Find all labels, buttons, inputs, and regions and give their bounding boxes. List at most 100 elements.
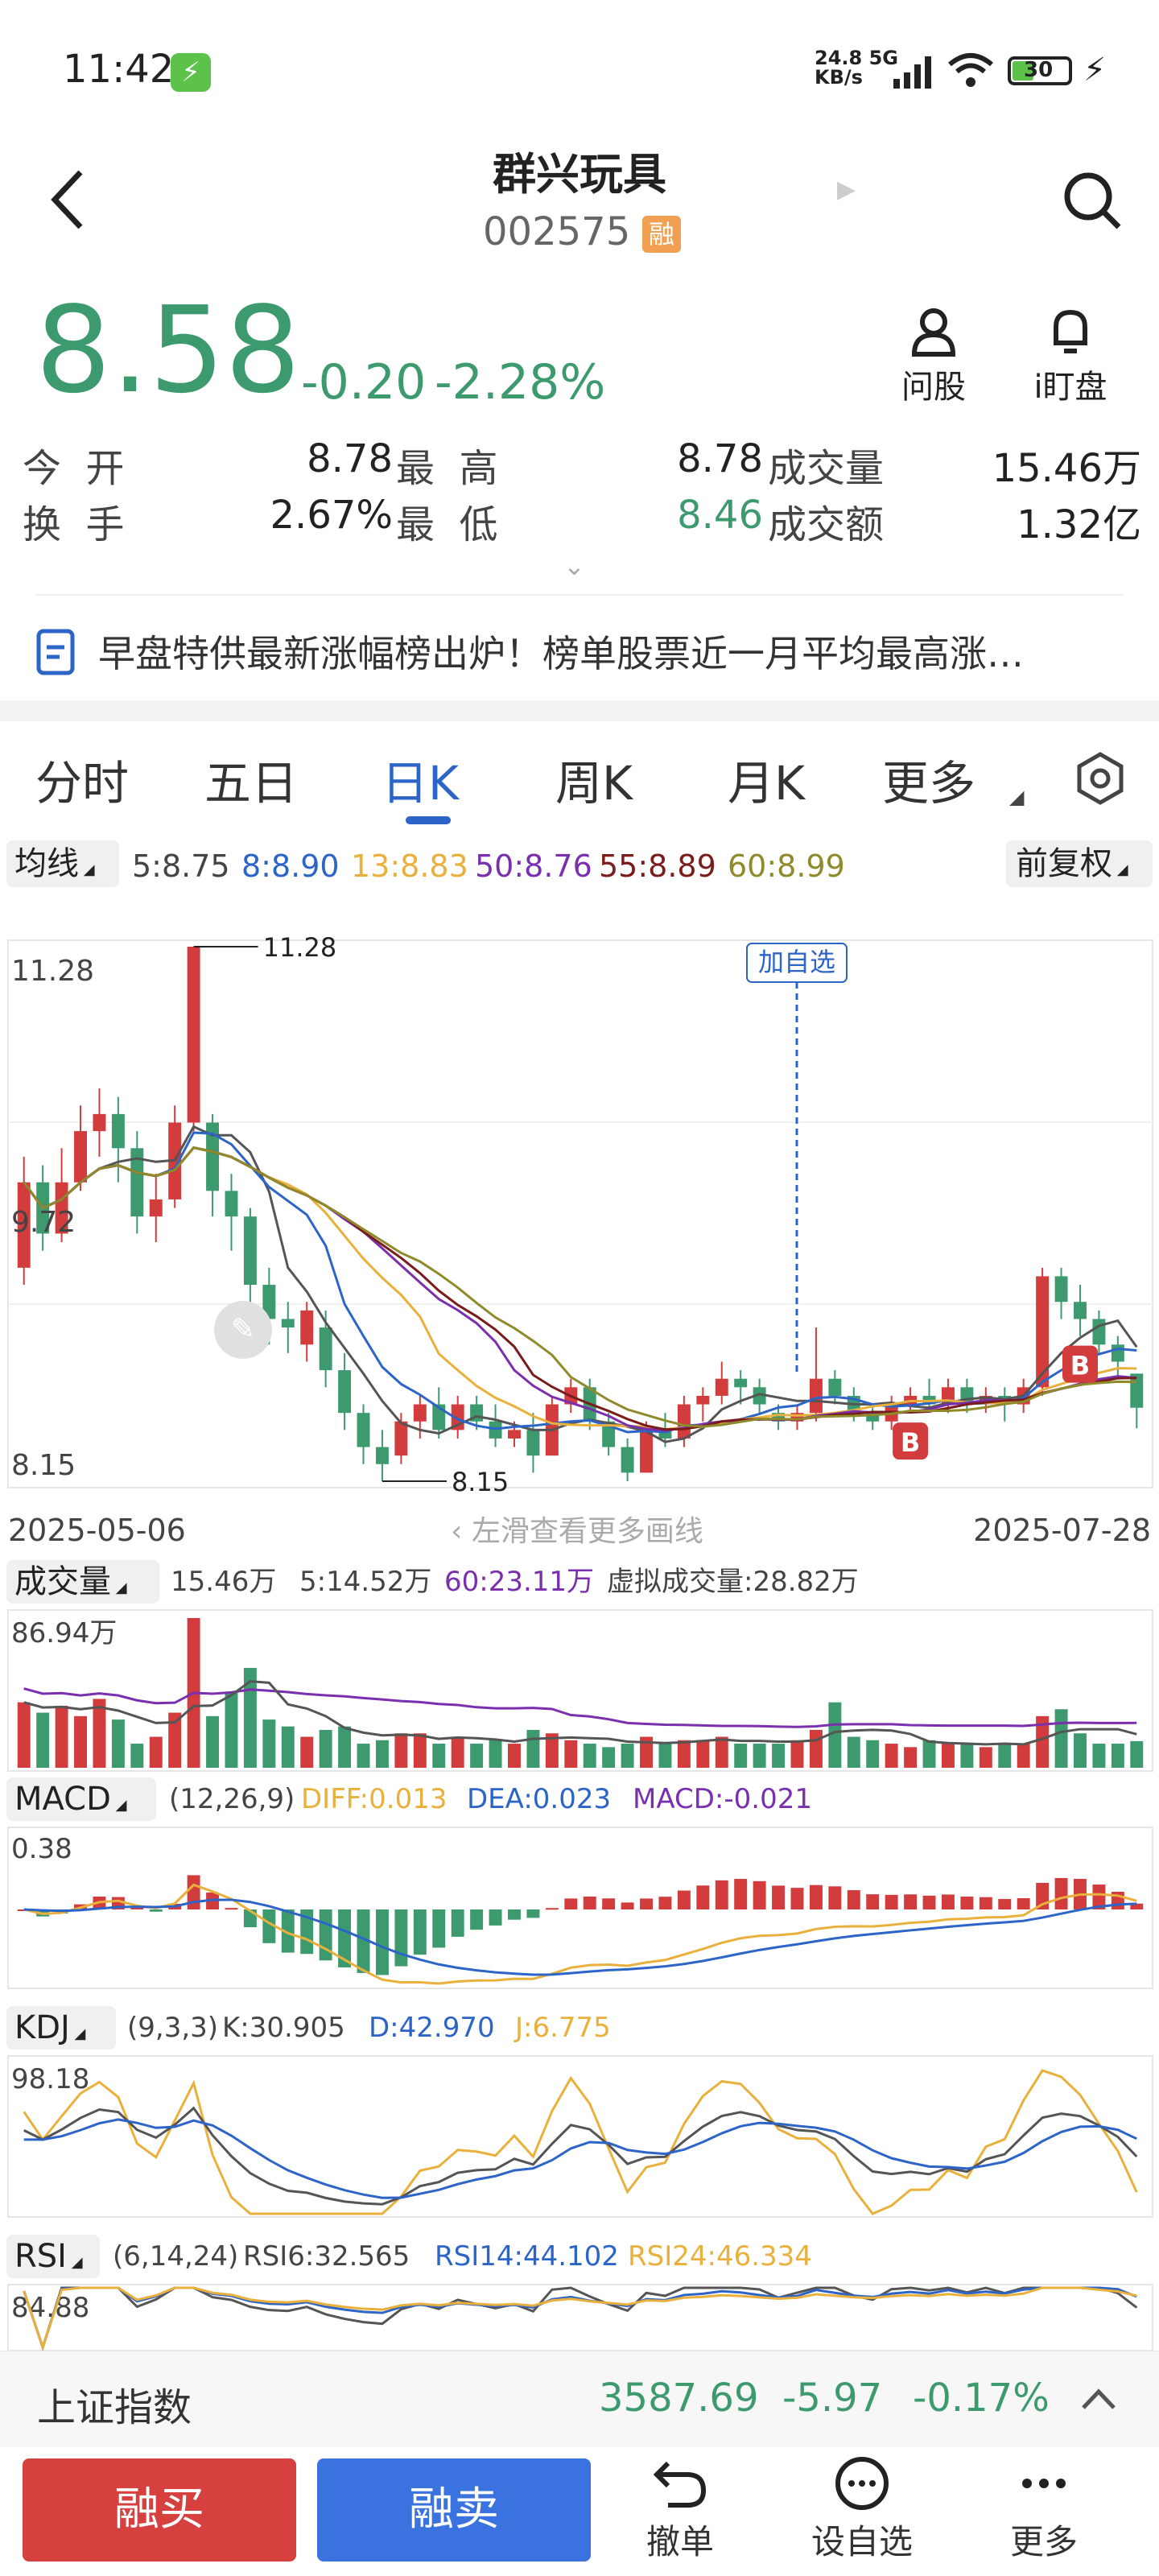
volume-bar bbox=[1017, 1744, 1030, 1768]
battery-icon: 30 bbox=[1008, 56, 1072, 85]
macd-bar bbox=[998, 1899, 1012, 1909]
adjust-selector[interactable]: 前复权 ◢ bbox=[1006, 840, 1153, 887]
ask-stock-button[interactable]: 问股 bbox=[893, 306, 974, 407]
macd-diff: DIFF:0.013 bbox=[301, 1783, 447, 1815]
macd-label: MACD ◢ bbox=[14, 1781, 127, 1818]
volume-bar bbox=[640, 1736, 653, 1768]
bell-icon bbox=[1054, 309, 1087, 353]
stock-name: 群兴玩具 bbox=[493, 149, 666, 200]
candle-body bbox=[319, 1327, 332, 1371]
volume-bar bbox=[300, 1736, 314, 1768]
macd-bar bbox=[262, 1909, 276, 1943]
tab-daily-k[interactable]: 日K bbox=[382, 756, 460, 811]
volume-bar bbox=[17, 1702, 31, 1768]
candle-body bbox=[206, 1122, 220, 1191]
volume-selector[interactable] bbox=[6, 1560, 159, 1604]
volume-bar bbox=[847, 1736, 860, 1768]
add-watch-button[interactable]: 设自选 bbox=[802, 2455, 922, 2564]
candle-body bbox=[357, 1413, 370, 1447]
ma-bar: 均线 ◢ 5:8.75 8:8.90 13:8.83 50:8.76 55:8.… bbox=[6, 837, 1153, 894]
price-max-label: 11.28 bbox=[11, 955, 94, 988]
macd-bar bbox=[432, 1909, 446, 1948]
volume-bar bbox=[168, 1712, 182, 1768]
kdj-j: J:6.775 bbox=[514, 2012, 611, 2044]
volume-bar bbox=[243, 1667, 257, 1768]
net-speed: 24.8 5G KB/s bbox=[815, 47, 898, 89]
expand-chevron-icon[interactable]: ⌄ bbox=[563, 551, 585, 581]
kdj-label: KDJ ◢ bbox=[14, 2009, 86, 2046]
candle-body bbox=[1054, 1276, 1068, 1302]
volume-bar bbox=[508, 1744, 521, 1768]
volume-bar bbox=[1074, 1733, 1087, 1768]
macd-bar bbox=[790, 1888, 804, 1909]
index-change-pct: -0.17% bbox=[913, 2376, 1050, 2421]
candle-body bbox=[1111, 1344, 1124, 1362]
macd-dea: DEA:0.023 bbox=[467, 1783, 611, 1815]
volume-bar bbox=[979, 1747, 992, 1768]
stock-code: 002575 bbox=[483, 209, 631, 254]
search-icon[interactable] bbox=[1061, 169, 1125, 233]
high-value: 8.78 bbox=[677, 436, 763, 481]
volume-bar bbox=[809, 1729, 823, 1768]
ma-line bbox=[23, 1146, 1137, 1431]
kline-chart-area[interactable]: 均线 ◢ 5:8.75 8:8.90 13:8.83 50:8.76 55:8.… bbox=[0, 837, 1159, 2351]
next-stock-icon[interactable]: ▶ bbox=[837, 175, 856, 204]
macd-value: MACD:-0.021 bbox=[633, 1783, 812, 1815]
volume-bar bbox=[451, 1736, 464, 1768]
news-banner[interactable]: 早盘特供最新涨幅榜出炉！榜单股票近一月平均最高涨… bbox=[0, 596, 1159, 700]
cancel-order-button[interactable]: 撤单 bbox=[620, 2455, 740, 2564]
price-mid-label: 9.72 bbox=[11, 1206, 76, 1239]
volume-bar bbox=[922, 1740, 936, 1768]
kdj-selector[interactable] bbox=[6, 2006, 116, 2050]
volume-bar bbox=[998, 1744, 1012, 1768]
watch-button[interactable]: i盯盘 bbox=[1022, 306, 1119, 407]
margin-sell-button[interactable]: 融卖 bbox=[317, 2458, 591, 2562]
ma-selector[interactable]: 均线 ◢ bbox=[6, 840, 119, 887]
macd-bar bbox=[979, 1897, 992, 1909]
ma-line bbox=[23, 1146, 1137, 1428]
draw-tool-icon[interactable]: ✎ bbox=[214, 1301, 272, 1359]
more-button[interactable]: 更多 bbox=[984, 2455, 1104, 2564]
settings-hex-icon[interactable] bbox=[1072, 750, 1128, 807]
macd-bar bbox=[753, 1880, 766, 1909]
section-gap bbox=[0, 700, 1159, 721]
back-icon[interactable] bbox=[48, 167, 89, 232]
ma60-value: 60:8.99 bbox=[728, 848, 845, 884]
tab-intraday[interactable]: 分时 bbox=[35, 756, 130, 811]
candle-body bbox=[225, 1191, 238, 1217]
volume-bar bbox=[885, 1744, 898, 1768]
volume-current: 15.46万 bbox=[171, 1566, 276, 1598]
tab-monthly-k[interactable]: 月K bbox=[728, 756, 806, 811]
macd-bar bbox=[375, 1909, 389, 1975]
add-watch-tag-label: 加自选 bbox=[758, 947, 835, 977]
ma-line bbox=[23, 1131, 1137, 1434]
index-bar[interactable]: 上证指数 3587.69 -5.97 -0.17% bbox=[0, 2351, 1159, 2447]
buy-marker bbox=[1062, 1345, 1098, 1383]
high-marker-label: 11.28 bbox=[263, 932, 337, 963]
stat-label: 今 开 bbox=[23, 446, 125, 491]
open-value: 8.78 bbox=[307, 436, 393, 481]
buy-marker-label: B bbox=[901, 1427, 920, 1458]
volume-bar bbox=[526, 1729, 540, 1768]
candle-body bbox=[375, 1447, 389, 1464]
charging-icon: ⚡ bbox=[171, 53, 211, 92]
status-time: 11:42 bbox=[63, 47, 175, 92]
macd-selector[interactable] bbox=[6, 1777, 156, 1821]
add-watch-tag[interactable] bbox=[746, 943, 848, 983]
volume-bar bbox=[394, 1733, 408, 1768]
macd-params: (12,26,9) bbox=[169, 1783, 295, 1815]
volume-bar bbox=[658, 1744, 672, 1768]
status-bar: 11:42 ⚡ 24.8 5G KB/s 30 ⚡ bbox=[0, 0, 1159, 137]
tab-five-day[interactable]: 五日 bbox=[204, 756, 299, 811]
candle-body bbox=[526, 1430, 540, 1456]
rsi-selector[interactable] bbox=[6, 2235, 100, 2278]
margin-buy-button[interactable]: 融买 bbox=[23, 2458, 296, 2562]
tab-weekly-k[interactable]: 周K bbox=[555, 756, 633, 811]
volume-label: 成交量 ◢ bbox=[14, 1563, 127, 1600]
ma50-value: 50:8.76 bbox=[475, 848, 592, 884]
chevron-up-icon[interactable] bbox=[1079, 2384, 1119, 2416]
volume-bar bbox=[470, 1744, 484, 1768]
volume-bar bbox=[1092, 1744, 1106, 1768]
kdj-params: (9,3,3) bbox=[127, 2012, 218, 2044]
tab-more[interactable]: 更多 bbox=[882, 756, 976, 811]
